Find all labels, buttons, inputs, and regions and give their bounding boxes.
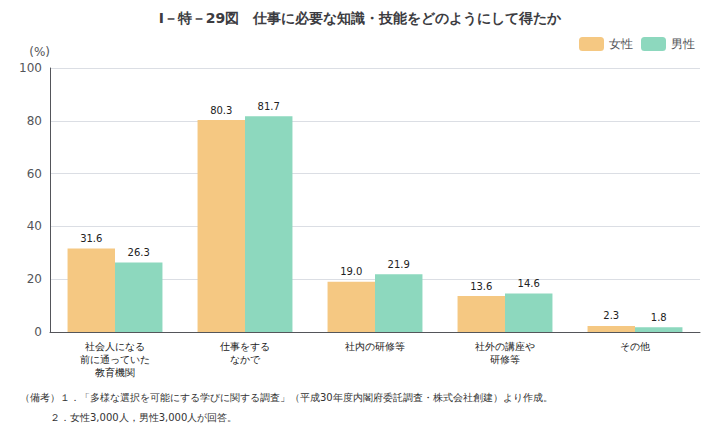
svg-text:Ⅰ－特－29図 仕事に必要な知識・技能をどのようにして得たか: Ⅰ－特－29図 仕事に必要な知識・技能をどのようにして得たか	[159, 10, 563, 27]
svg-text:26.3: 26.3	[128, 247, 150, 258]
svg-text:1.8: 1.8	[651, 312, 667, 323]
svg-text:13.6: 13.6	[470, 281, 492, 292]
svg-text:なかで: なかで	[230, 354, 261, 365]
svg-text:14.6: 14.6	[518, 278, 540, 289]
svg-text:21.9: 21.9	[388, 259, 410, 270]
svg-text:（備考）１．「多様な選択を可能にする学びに関する調査」（平成: （備考）１．「多様な選択を可能にする学びに関する調査」（平成30年度内閣府委託調…	[20, 392, 553, 403]
svg-text:100: 100	[19, 61, 42, 75]
svg-text:社内の研修等: 社内の研修等	[345, 341, 405, 352]
svg-text:社外の講座や: 社外の講座や	[475, 341, 535, 352]
svg-text:60: 60	[27, 167, 42, 181]
svg-text:仕事をする: 仕事をする	[220, 341, 270, 352]
svg-text:80.3: 80.3	[210, 105, 232, 116]
svg-text:前に通っていた: 前に通っていた	[80, 354, 150, 365]
svg-text:31.6: 31.6	[80, 233, 102, 244]
svg-text:80: 80	[27, 114, 42, 128]
svg-text:教育機関: 教育機関	[95, 367, 135, 378]
svg-text:0: 0	[34, 325, 42, 339]
svg-text:81.7: 81.7	[258, 101, 280, 112]
svg-text:2.3: 2.3	[603, 310, 619, 321]
svg-text:19.0: 19.0	[340, 266, 362, 277]
svg-text:研修等: 研修等	[490, 354, 520, 365]
svg-text:男性: 男性	[671, 37, 695, 51]
svg-text:(%): (%)	[29, 45, 50, 59]
svg-text:40: 40	[27, 219, 42, 233]
svg-text:その他: その他	[620, 341, 650, 352]
svg-text:20: 20	[27, 272, 42, 286]
svg-text:社会人になる: 社会人になる	[85, 341, 145, 352]
svg-text:女性: 女性	[609, 37, 633, 51]
svg-text:２．女性3,000人，男性3,000人が回答。: ２．女性3,000人，男性3,000人が回答。	[20, 412, 237, 423]
